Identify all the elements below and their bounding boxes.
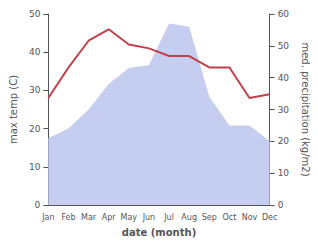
svg-text:30: 30	[278, 105, 290, 115]
svg-text:Feb: Feb	[61, 213, 75, 222]
svg-text:Sep: Sep	[202, 213, 217, 222]
svg-text:20: 20	[278, 136, 290, 146]
svg-text:Jan: Jan	[41, 213, 54, 222]
svg-text:0: 0	[278, 200, 284, 210]
svg-text:Aug: Aug	[181, 213, 197, 222]
svg-text:0: 0	[35, 200, 41, 210]
svg-text:med. precipitation (kg/m2): med. precipitation (kg/m2)	[300, 42, 311, 176]
svg-text:Dec: Dec	[262, 213, 277, 222]
svg-text:date (month): date (month)	[122, 227, 196, 238]
svg-text:Nov: Nov	[242, 213, 258, 222]
svg-text:20: 20	[29, 124, 41, 134]
svg-text:40: 40	[29, 47, 41, 57]
svg-text:Oct: Oct	[222, 213, 236, 222]
svg-text:50: 50	[278, 41, 290, 51]
svg-text:Apr: Apr	[102, 213, 117, 222]
svg-text:max temp (C): max temp (C)	[8, 75, 19, 144]
svg-text:Jul: Jul	[163, 213, 174, 222]
svg-text:10: 10	[29, 162, 41, 172]
svg-text:60: 60	[278, 9, 290, 19]
svg-text:30: 30	[29, 85, 41, 95]
svg-text:Jun: Jun	[142, 213, 156, 222]
svg-text:40: 40	[278, 73, 290, 83]
svg-text:May: May	[121, 213, 138, 222]
svg-text:10: 10	[278, 168, 290, 178]
svg-text:Mar: Mar	[81, 213, 97, 222]
svg-text:50: 50	[29, 9, 41, 19]
